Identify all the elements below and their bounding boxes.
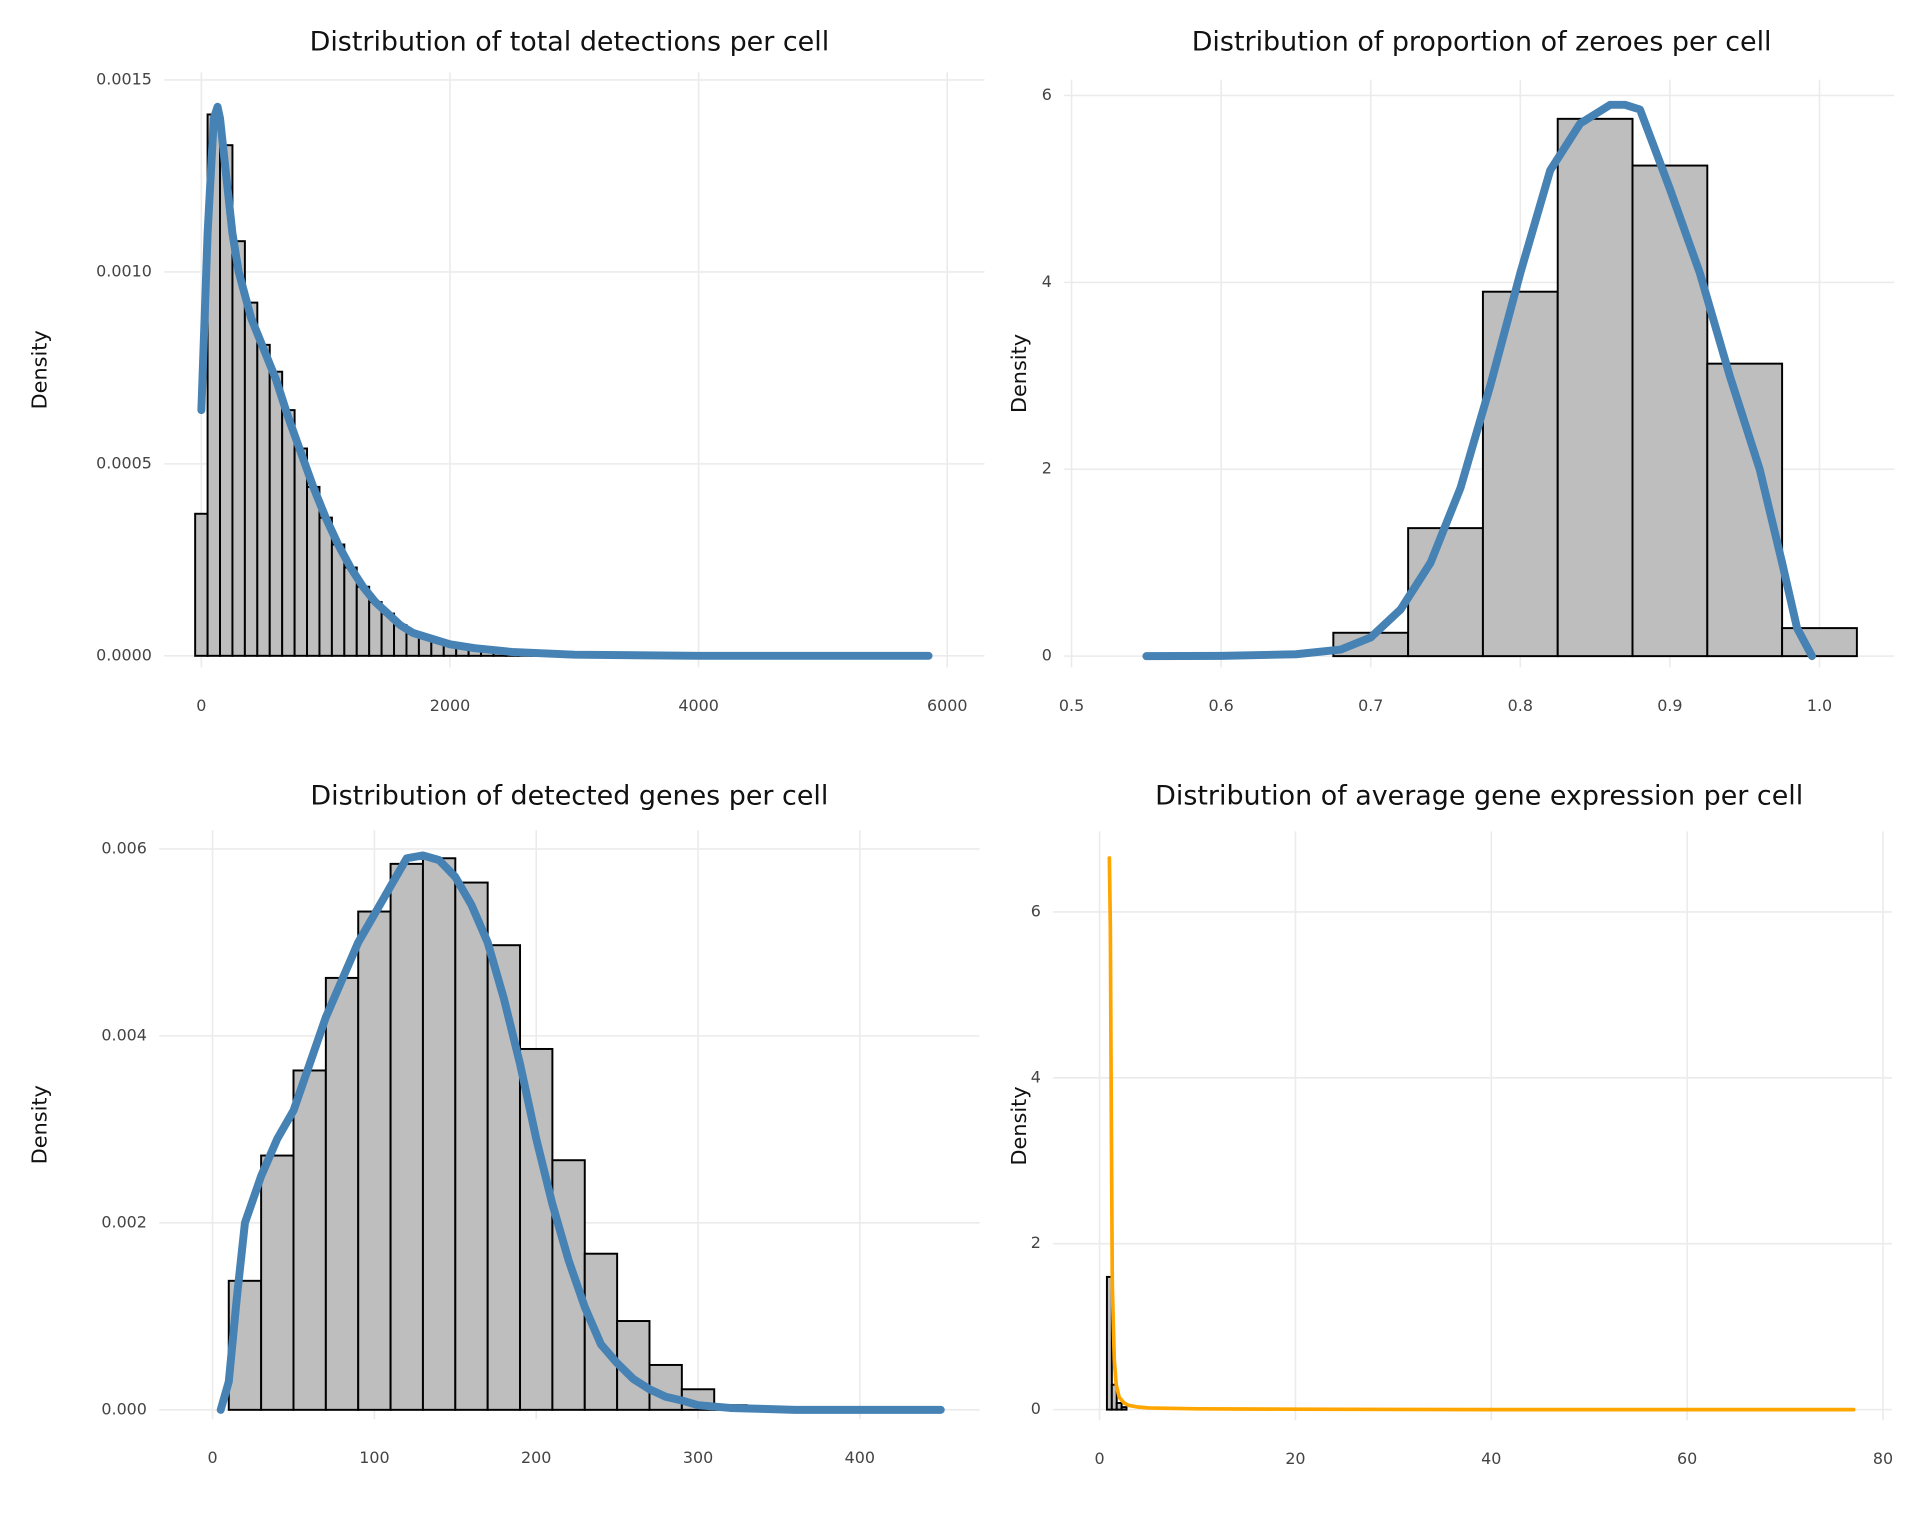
x-tick-label: 80 [1873, 1449, 1893, 1468]
histogram-bar [454, 881, 489, 1411]
histogram-bar [318, 516, 333, 657]
histogram-bar [292, 1069, 327, 1411]
y-tick-label: 6 [1042, 85, 1052, 104]
chart-title: Distribution of detected genes per cell [310, 781, 828, 812]
x-tick-label: 40 [1481, 1449, 1501, 1468]
density-line [197, 102, 933, 660]
density-line [1142, 100, 1816, 661]
x-tick-label: 0 [208, 1448, 218, 1467]
y-tick-label: 4 [1042, 272, 1052, 291]
histogram-bar [260, 1154, 295, 1411]
histogram-bar [281, 409, 296, 657]
y-tick-label: 0.0005 [96, 453, 152, 472]
histogram-bar [243, 301, 259, 657]
histogram-bar [519, 1047, 554, 1411]
y-tick-label: 0 [1042, 646, 1052, 665]
chart-title: Distribution of total detections per cel… [310, 26, 830, 57]
x-tick-label: 0.6 [1208, 696, 1233, 715]
x-tick-label: 6000 [927, 696, 967, 715]
histogram-bar [1781, 627, 1858, 658]
y-tick-label: 0.002 [101, 1212, 147, 1231]
y-axis-label: Density [27, 1085, 51, 1164]
histogram-bar [583, 1252, 619, 1411]
x-tick-label: 60 [1677, 1449, 1697, 1468]
y-axis-label: Density [27, 330, 51, 409]
y-axis-label: Density [1007, 1086, 1031, 1165]
histogram-bar [268, 370, 284, 657]
density-line [1107, 856, 1856, 1412]
histogram-bar [231, 240, 246, 657]
histogram-bar [194, 512, 209, 657]
histogram-bar [1120, 1406, 1128, 1411]
y-tick-label: 0 [1031, 1399, 1041, 1418]
y-tick-label: 0.0015 [96, 69, 152, 88]
x-tick-label: 200 [521, 1448, 551, 1467]
histogram-bar [293, 447, 309, 657]
x-tick-label: 20 [1285, 1449, 1305, 1468]
x-tick-label: 1.0 [1807, 696, 1832, 715]
x-tick-label: 0.7 [1358, 696, 1383, 715]
histogram-bar [1481, 290, 1559, 658]
x-tick-label: 400 [845, 1448, 875, 1467]
y-tick-label: 2 [1031, 1233, 1041, 1252]
density-line [216, 851, 945, 1414]
x-tick-label: 0.8 [1508, 696, 1533, 715]
x-tick-label: 0.9 [1657, 696, 1682, 715]
x-tick-label: 4000 [678, 696, 718, 715]
y-tick-label: 4 [1031, 1067, 1041, 1086]
histogram-bar [1631, 164, 1709, 658]
y-tick-label: 0.006 [101, 838, 147, 857]
y-tick-label: 6 [1031, 901, 1041, 920]
y-tick-label: 0.004 [101, 1025, 147, 1044]
x-tick-label: 0 [196, 696, 206, 715]
histogram-bar [421, 857, 457, 1411]
histogram-bar [1105, 1275, 1113, 1411]
x-tick-label: 300 [683, 1448, 713, 1467]
y-tick-label: 0.0010 [96, 261, 152, 280]
histogram-bar [616, 1320, 651, 1411]
x-tick-label: 100 [359, 1448, 389, 1467]
y-tick-label: 2 [1042, 459, 1052, 478]
y-axis-label: Density [1007, 334, 1031, 413]
y-tick-label: 0.0000 [96, 645, 152, 664]
histogram-bar [357, 910, 392, 1411]
histogram-bar [389, 862, 424, 1411]
x-tick-label: 0 [1095, 1449, 1105, 1468]
chart-title: Distribution of proportion of zeroes per… [1192, 26, 1772, 57]
x-tick-label: 0.5 [1059, 696, 1084, 715]
histogram-bar [1556, 117, 1634, 658]
histogram-bar [256, 343, 271, 657]
histogram-bar [306, 485, 321, 657]
histogram-bar [1407, 527, 1484, 658]
chart-title: Distribution of average gene expression … [1155, 781, 1803, 812]
x-tick-label: 2000 [430, 696, 470, 715]
histogram-bar [324, 976, 360, 1411]
histogram-bar [1110, 1383, 1118, 1411]
histogram-bar [330, 543, 346, 657]
y-tick-label: 0.000 [101, 1399, 147, 1418]
histogram-bar [486, 944, 522, 1411]
